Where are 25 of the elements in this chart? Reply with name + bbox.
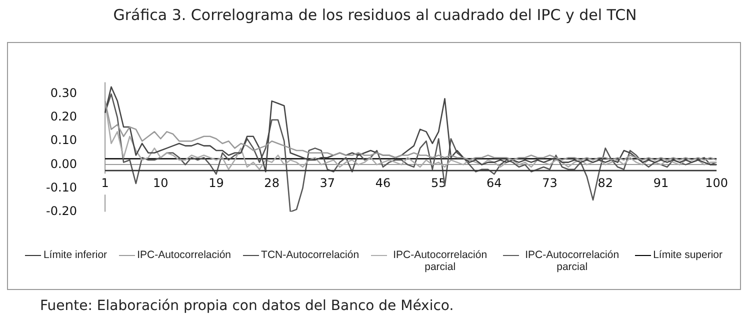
x-tick-label: 37 bbox=[320, 176, 336, 190]
y-tick-label: 0.20 bbox=[50, 110, 78, 124]
x-tick-label: 91 bbox=[653, 176, 669, 190]
x-tick-label: 82 bbox=[598, 176, 614, 190]
legend-label: TCN-Autocorrelación bbox=[261, 249, 360, 261]
legend-label: IPC-Autocorrelación parcial bbox=[524, 249, 620, 273]
legend-label: Límite inferior bbox=[43, 249, 108, 261]
y-tick-label: -0.10 bbox=[46, 180, 78, 194]
y-tick-label: 0.30 bbox=[50, 86, 78, 100]
source-note: Fuente: Elaboración propia con datos del Banco de México. bbox=[40, 298, 454, 314]
x-tick-label: 10 bbox=[153, 176, 168, 190]
x-tick-label: 46 bbox=[375, 176, 391, 190]
legend-label: IPC-Autocorrelación bbox=[137, 249, 232, 261]
y-tick-label: -0.20 bbox=[46, 204, 78, 218]
x-tick-label: 19 bbox=[208, 176, 224, 190]
chart-title: Gráfica 3. Correlograma de los residuos al cuadrado del IPC y del TCN bbox=[112, 6, 638, 24]
y-tick-label: 0.00 bbox=[50, 156, 78, 171]
x-tick-label: 1 bbox=[101, 176, 109, 190]
x-tick-label: 28 bbox=[264, 176, 280, 190]
legend-label: IPC-Autocorrelación parcial bbox=[392, 249, 488, 273]
x-tick-label: 100 bbox=[705, 176, 728, 190]
y-tick-label: 0.10 bbox=[50, 133, 78, 148]
legend-label: Límite superior bbox=[653, 249, 723, 261]
x-tick-label: 64 bbox=[486, 176, 502, 190]
x-tick-label: 73 bbox=[542, 176, 558, 190]
